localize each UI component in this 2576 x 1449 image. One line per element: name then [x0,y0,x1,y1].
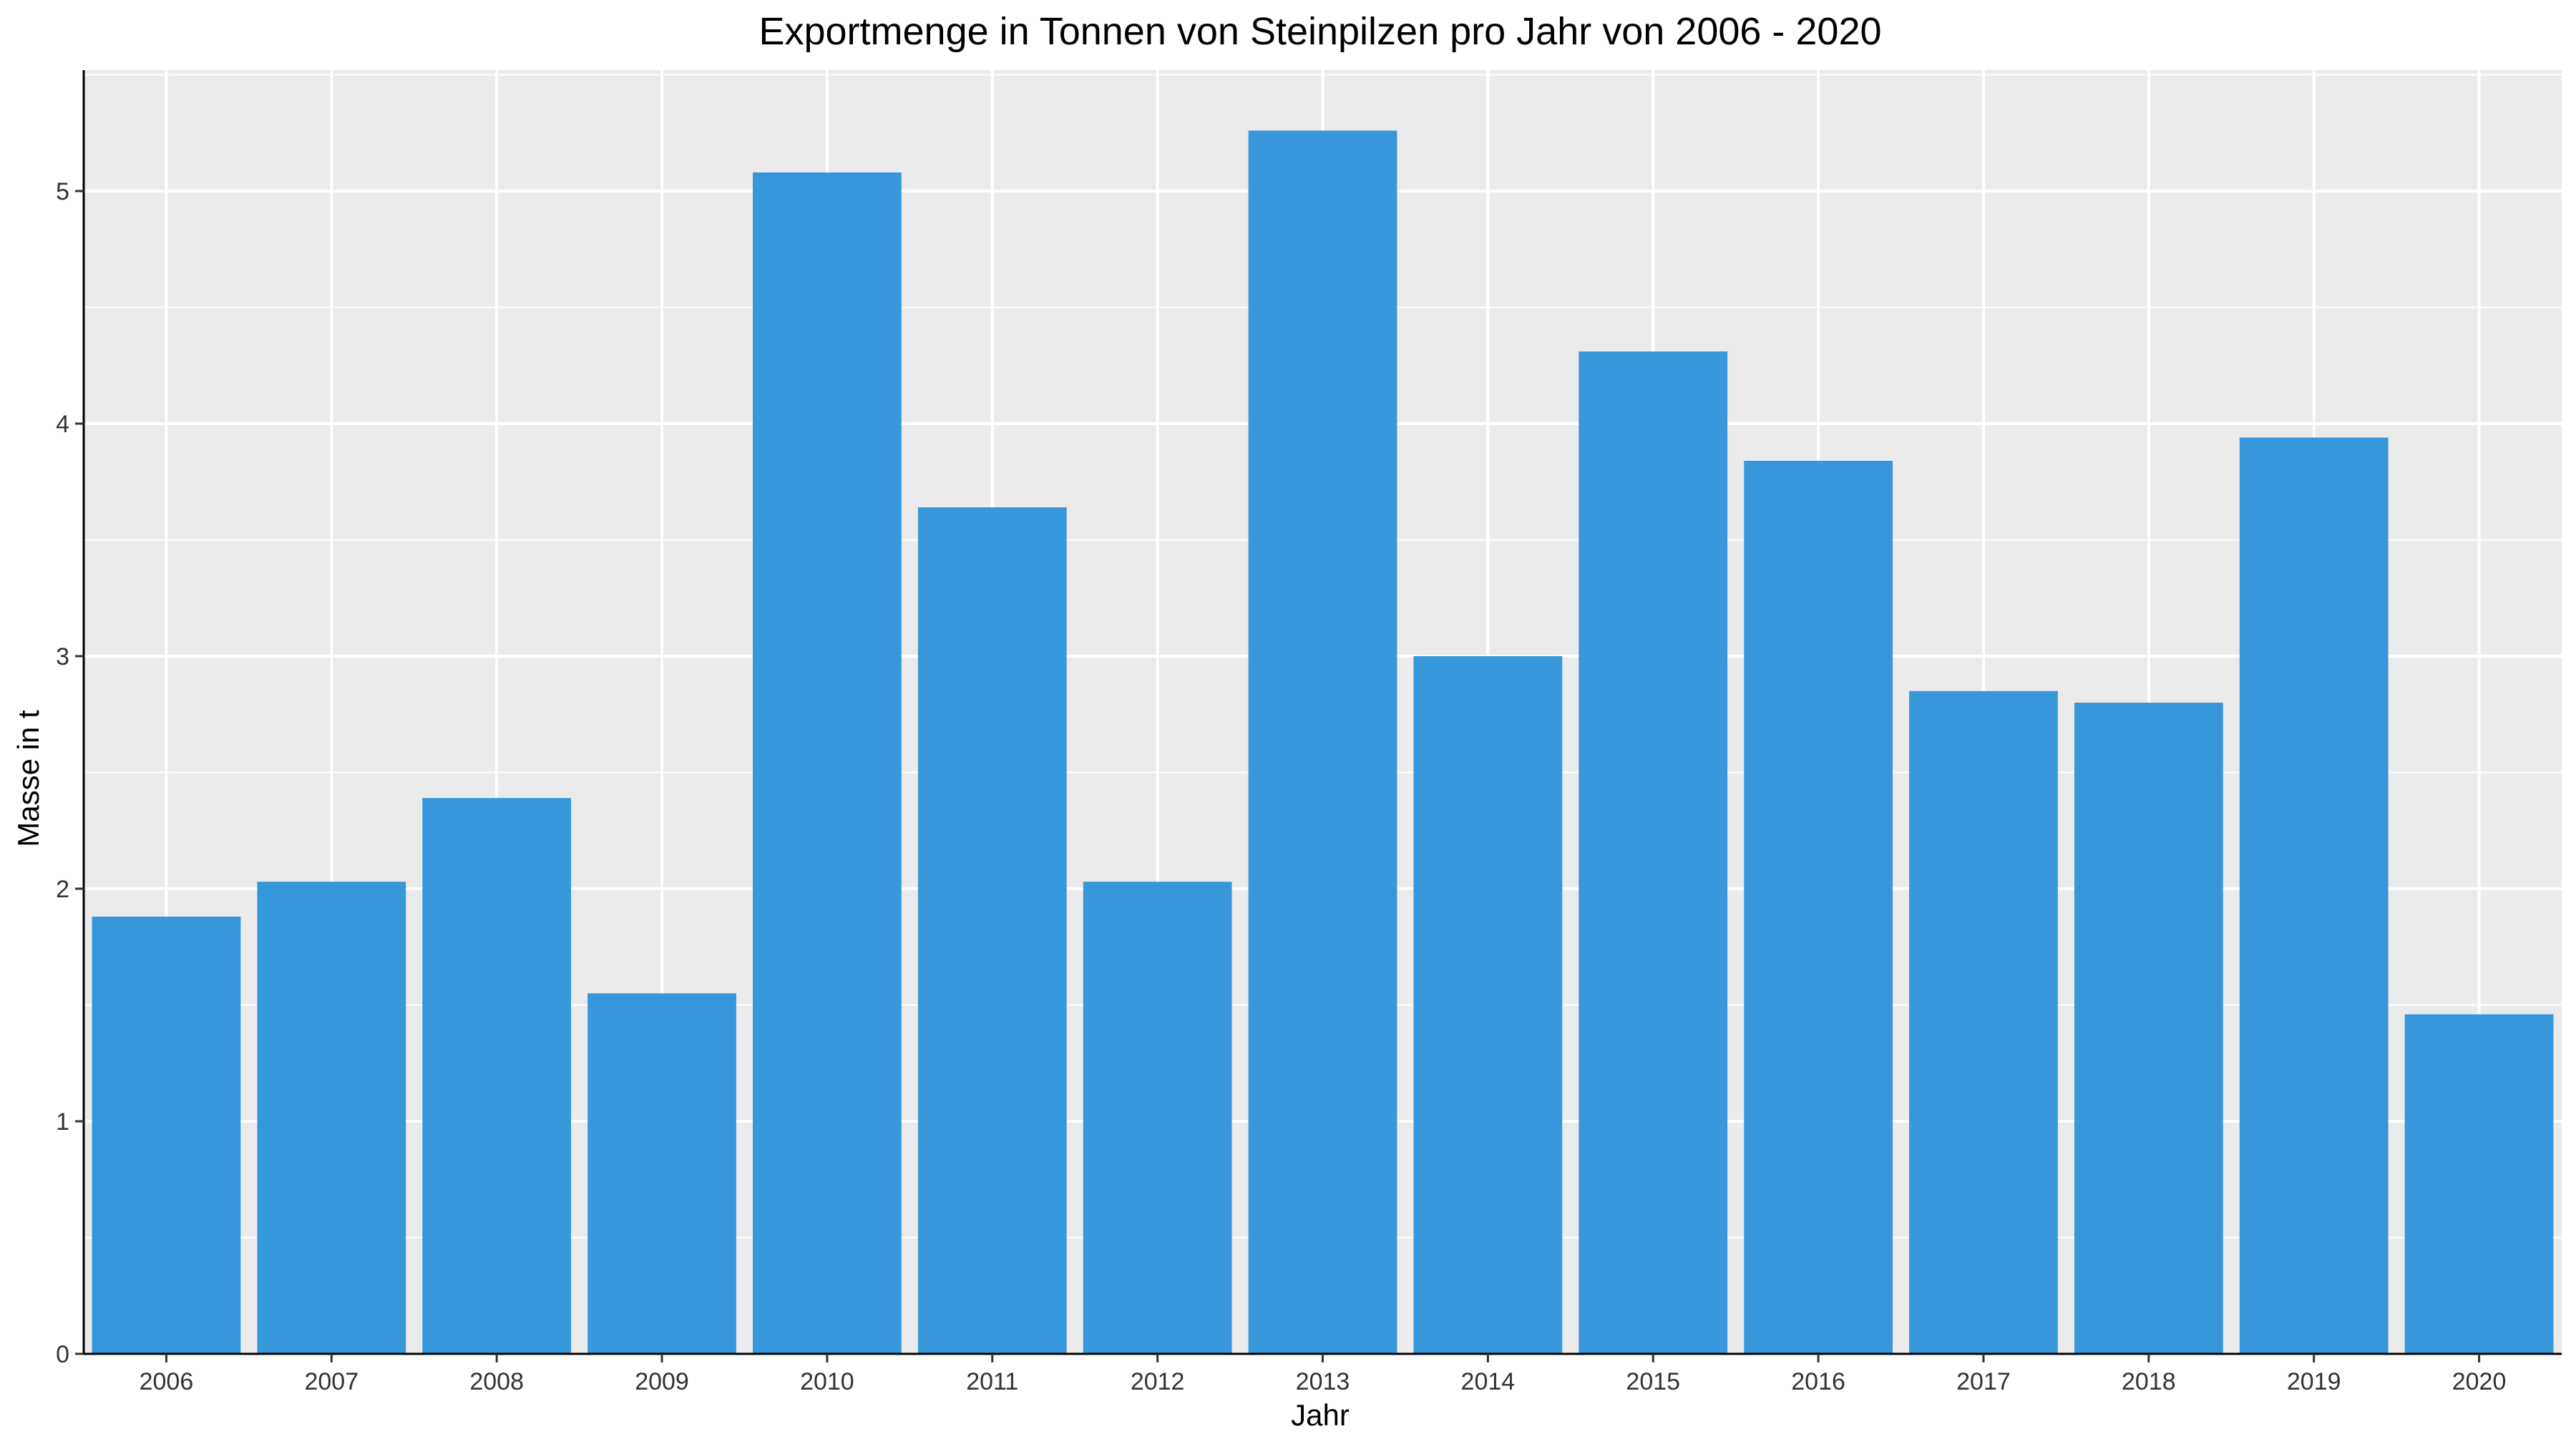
y-axis-title: Masse in t [11,710,45,847]
x-tick-label-2014: 2014 [1461,1368,1516,1395]
bar-2007 [257,882,406,1354]
x-tick-label-2016: 2016 [1791,1368,1845,1395]
y-tick-label: 2 [56,876,69,903]
bar-2008 [422,798,572,1354]
x-tick-label-2008: 2008 [469,1368,524,1395]
bar-2014 [1413,656,1563,1354]
bar-2010 [753,172,902,1354]
bar-2009 [587,993,736,1354]
bar-2020 [2404,1014,2554,1354]
x-tick-label-2010: 2010 [800,1368,854,1395]
x-tick-label-2020: 2020 [2452,1368,2507,1395]
x-tick-label-2018: 2018 [2122,1368,2176,1395]
bars [92,130,2554,1354]
x-tick-label-2012: 2012 [1131,1368,1185,1395]
y-tick-label: 5 [56,178,69,205]
bar-2013 [1248,130,1397,1354]
y-tick-label: 0 [56,1341,69,1368]
x-tick-label-2019: 2019 [2287,1368,2341,1395]
x-tick-label-2007: 2007 [304,1368,358,1395]
y-tick-label: 3 [56,643,69,670]
y-tick-label: 1 [56,1108,69,1136]
bar-2017 [1909,691,2058,1354]
x-tick-label-2015: 2015 [1626,1368,1680,1395]
y-tick-labels: 0 1 2 3 4 5 [56,178,84,1368]
bar-2006 [92,917,241,1354]
bar-2019 [2239,437,2389,1354]
x-tick-labels: 2006 2007 2008 2009 2010 2011 2012 2013 2014 2015… [140,1354,2507,1395]
x-tick-label-2017: 2017 [1956,1368,2011,1395]
x-axis-title: Jahr [1291,1398,1350,1432]
bar-2012 [1083,882,1232,1354]
x-tick-label-2006: 2006 [140,1368,194,1395]
x-tick-label-2011: 2011 [966,1368,1018,1395]
chart-title: Exportmenge in Tonnen von Steinpilzen pr… [758,10,1881,53]
bar-2015 [1579,351,1728,1354]
bar-2018 [2074,703,2223,1354]
bar-2016 [1744,461,1893,1354]
y-tick-label: 4 [56,411,69,438]
x-tick-label-2013: 2013 [1296,1368,1350,1395]
x-tick-label-2009: 2009 [635,1368,689,1395]
bar-2011 [917,507,1067,1354]
